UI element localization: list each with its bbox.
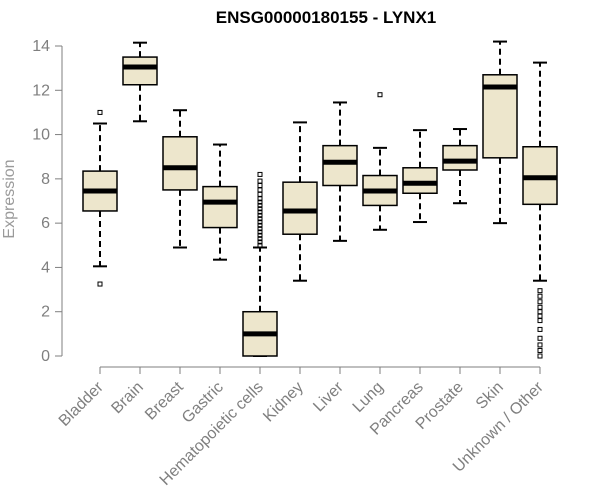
chart-title: ENSG00000180155 - LYNX1 (216, 8, 437, 27)
outlier-point (537, 347, 543, 353)
outlier-point (537, 335, 543, 341)
outlier-point (257, 183, 263, 188)
outlier-point (537, 326, 543, 332)
y-tick-label: 14 (32, 38, 50, 55)
outlier-point (257, 178, 263, 184)
y-tick-label: 4 (41, 259, 50, 276)
box-iqr (162, 136, 198, 191)
y-tick-label: 10 (32, 127, 50, 144)
outlier-point (257, 209, 263, 215)
box-group (322, 101, 358, 242)
outlier-point (257, 226, 263, 232)
outlier-point (257, 202, 263, 208)
box-iqr (322, 144, 358, 187)
outlier-point (257, 239, 263, 245)
y-tick-label: 2 (41, 304, 50, 321)
x-tick-label: Skin (473, 379, 507, 413)
outlier-point (537, 304, 543, 310)
outlier-point (257, 232, 263, 238)
y-axis-label: Expression (1, 159, 18, 238)
outlier-point (257, 206, 263, 212)
outlier-point (257, 219, 263, 225)
outlier-point (257, 242, 263, 248)
box-group (122, 41, 158, 123)
outlier-point (257, 187, 263, 193)
outlier-point (257, 171, 263, 177)
outlier-point (537, 299, 543, 305)
box-iqr (282, 181, 318, 235)
box-group (522, 61, 558, 359)
outlier-point (97, 109, 103, 115)
outlier-point (537, 309, 543, 315)
outlier-point (257, 216, 263, 222)
box-iqr (402, 167, 438, 195)
outlier-point (257, 191, 263, 197)
box-iqr (202, 185, 238, 229)
outlier-point (377, 92, 383, 98)
x-tick-label: Liver (310, 378, 347, 415)
outlier-point (537, 318, 543, 324)
box-iqr (442, 144, 478, 171)
box-group (482, 40, 518, 225)
x-tick-label: Kidney (260, 379, 307, 426)
y-tick-label: 6 (41, 215, 50, 232)
outlier-point (257, 236, 263, 242)
x-tick-label: Bladder (56, 378, 107, 429)
y-axis: 0 2 4 6 8 10 12 14 (32, 38, 63, 365)
y-tick-label: 0 (41, 348, 50, 365)
y-tick-label: 12 (32, 82, 50, 99)
outlier-point (537, 353, 543, 359)
box-group (202, 143, 238, 261)
box-group (442, 128, 478, 205)
outlier-point (257, 222, 263, 228)
box-group (282, 121, 318, 282)
box-group (362, 92, 398, 231)
y-tick-label: 8 (41, 171, 50, 188)
outlier-point (257, 199, 263, 205)
outlier-point (257, 212, 263, 218)
outlier-point (537, 288, 543, 294)
outlier-point (257, 229, 263, 235)
box-group (402, 129, 438, 224)
box-group (242, 171, 278, 357)
x-tick-label: Lung (350, 379, 387, 416)
outlier-point (537, 313, 543, 319)
outlier-point (97, 281, 103, 287)
box-iqr (122, 56, 158, 86)
outlier-point (537, 342, 543, 348)
box-group (82, 109, 118, 287)
box-series (82, 40, 558, 359)
outlier-point (537, 293, 543, 299)
box-group (162, 109, 198, 249)
